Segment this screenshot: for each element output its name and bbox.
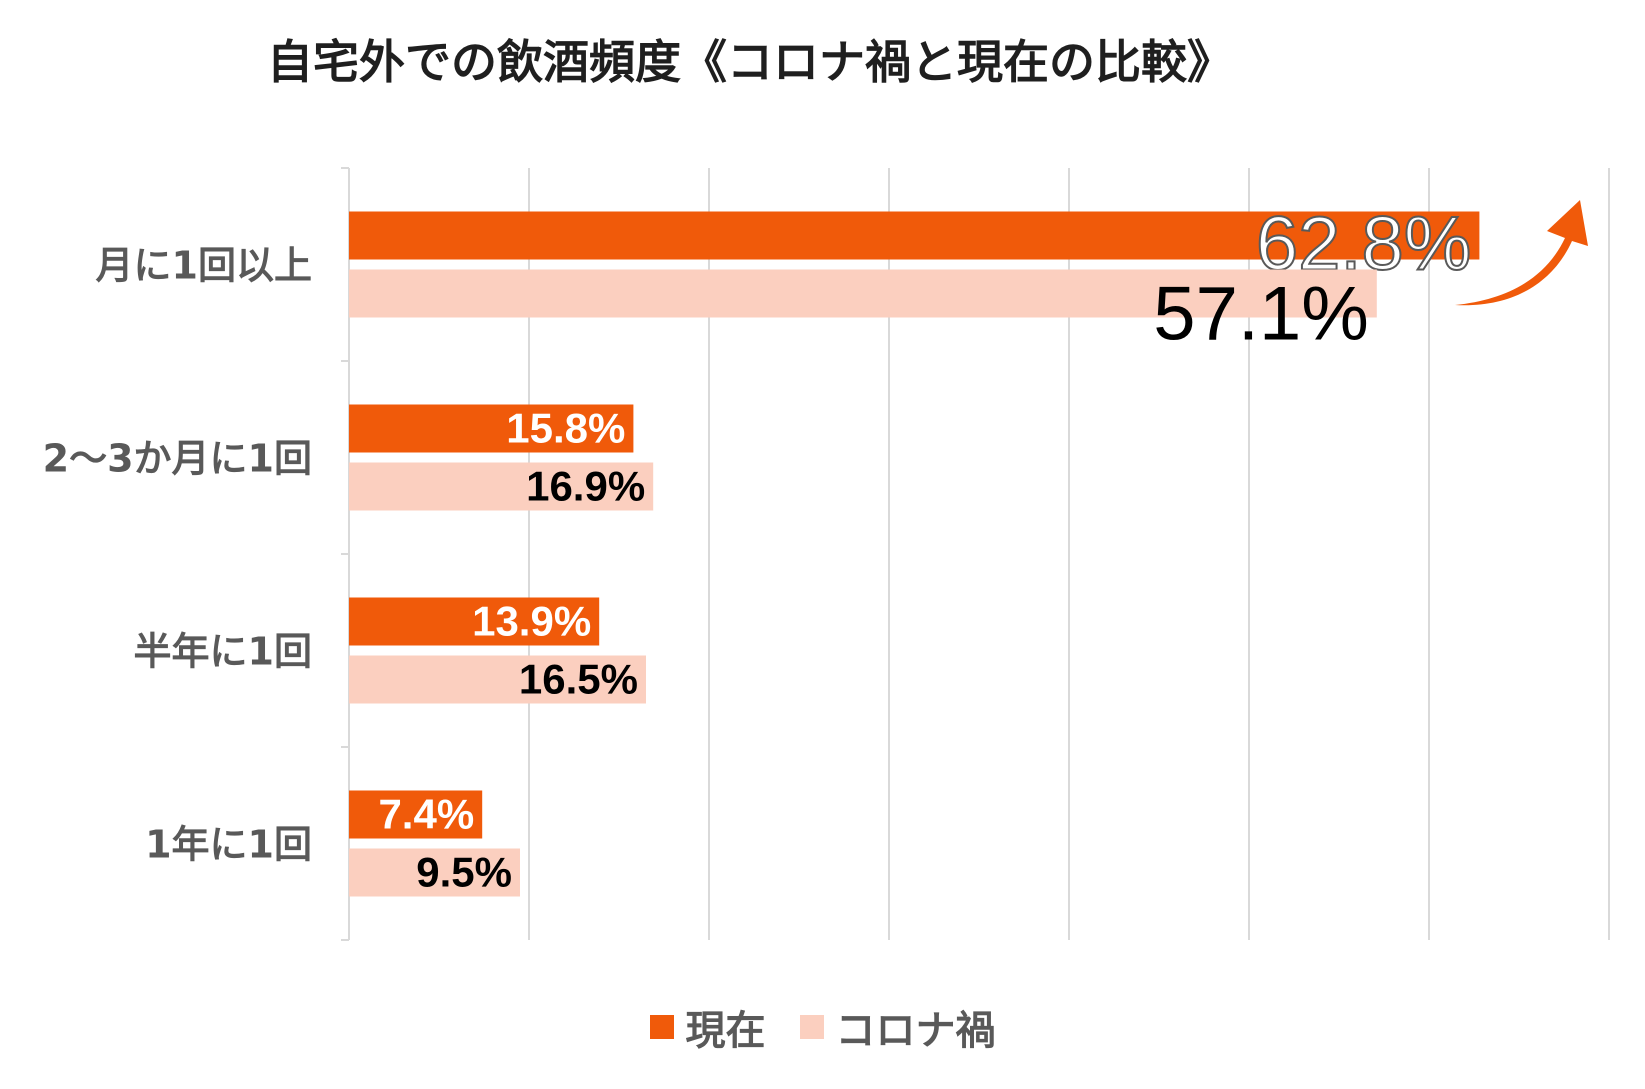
data-label-corona: 9.5% <box>416 849 512 896</box>
legend-item-current: 現在 <box>649 998 766 1056</box>
legend-swatch-current <box>649 1015 674 1039</box>
bar-current <box>349 404 634 453</box>
bar-current <box>349 790 483 839</box>
bar-corona <box>349 269 1377 318</box>
data-label-corona: 16.5% <box>519 656 638 703</box>
legend-swatch-corona <box>799 1015 824 1039</box>
legend: 現在 コロナ禍 <box>0 998 1645 1056</box>
bar-corona <box>349 655 646 704</box>
category-label: 半年に1回 <box>134 630 312 674</box>
bar-current <box>349 211 1480 260</box>
category-label: 2～3か月に1回 <box>43 437 312 481</box>
data-label-corona: 57.1% <box>1153 272 1369 357</box>
data-label-current: 15.8% <box>506 405 625 452</box>
legend-label-current: 現在 <box>685 1008 766 1054</box>
chart-title: 自宅外での飲酒頻度《コロナ禍と現在の比較》 <box>267 35 1233 89</box>
category-label: 月に1回以上 <box>96 244 312 288</box>
bar-corona <box>349 462 654 511</box>
bar-current <box>349 597 600 646</box>
legend-item-corona: コロナ禍 <box>799 998 996 1056</box>
legend-label-corona: コロナ禍 <box>835 1008 996 1054</box>
up-arrow-icon <box>1455 200 1588 306</box>
data-label-current: 7.4% <box>378 791 474 838</box>
data-label-current: 13.9% <box>472 598 591 645</box>
bar-corona <box>349 848 520 897</box>
category-label: 1年に1回 <box>145 823 312 867</box>
data-label-corona: 16.9% <box>526 463 645 510</box>
